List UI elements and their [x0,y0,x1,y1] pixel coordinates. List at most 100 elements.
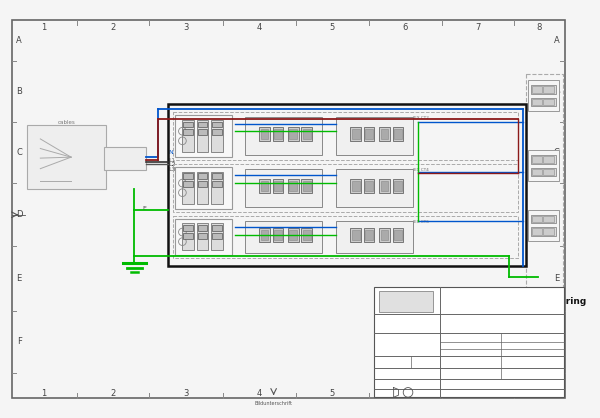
Bar [289,181,297,191]
Bar [175,167,232,209]
Bar [303,181,311,191]
Bar [184,122,193,127]
Bar [272,127,283,141]
Bar [544,86,554,93]
Bar [528,210,559,241]
Text: cables: cables [58,120,75,125]
Bar [211,171,223,204]
Bar [260,129,268,139]
Text: IEX CT2: IEX CT2 [182,206,198,210]
Bar [211,223,223,250]
Text: A: A [16,36,22,45]
Bar [182,223,194,250]
Bar [379,291,433,312]
Bar [301,179,312,193]
Bar [352,181,359,191]
Text: 7: 7 [475,389,481,398]
Bar [352,230,359,240]
Bar [245,169,322,207]
Bar [532,156,542,163]
Text: A: A [554,36,560,45]
Bar [211,120,223,152]
Bar [531,85,556,94]
Bar [544,216,554,222]
Bar [365,129,373,139]
Bar [303,230,311,240]
Text: 2: 2 [110,23,115,32]
Text: DATE  25-03-2022: DATE 25-03-2022 [470,390,526,395]
Bar [364,179,374,193]
Bar [198,225,208,231]
Bar [184,129,193,135]
Text: N: N [32,178,37,184]
Text: 3: 3 [183,23,188,32]
Bar [173,216,518,258]
Bar [544,99,554,105]
Text: 8: 8 [536,389,542,398]
Bar [350,228,361,242]
Bar [336,117,413,155]
Bar [212,181,222,187]
Bar [245,117,322,155]
Bar [380,129,388,139]
Text: 3 NO RUST: 3 NO RUST [377,345,401,349]
Bar [528,80,559,111]
Bar [175,219,232,255]
Text: L2: L2 [168,162,176,167]
Bar [288,228,299,242]
Bar [336,221,413,253]
Bar [198,233,208,239]
Bar [303,129,311,139]
Text: 1: 1 [41,389,47,398]
Text: IEX CT1: IEX CT1 [182,154,198,158]
Bar [212,173,222,179]
Bar [168,104,526,266]
Bar [364,228,374,242]
Bar [380,181,388,191]
Text: ─────────: ───────── [395,306,418,310]
Text: E: E [554,274,559,283]
Bar [259,127,270,141]
Bar [528,150,559,181]
Text: Bildunterschrift: Bildunterschrift [254,401,293,406]
Text: B: B [554,87,560,96]
Text: Bare end: Bare end [112,155,137,161]
Bar [380,230,388,240]
Bar [532,169,542,176]
Text: 7: 7 [475,23,481,32]
Text: IEX CT4: IEX CT4 [413,168,428,172]
Text: E: E [142,206,146,211]
Bar [394,230,402,240]
Bar [260,181,268,191]
Bar [350,127,361,141]
Bar [198,173,208,179]
Text: E: E [17,274,22,283]
Bar [27,125,106,189]
Bar [531,168,556,176]
Bar [184,181,193,187]
Bar [374,287,563,397]
Text: R0.5: R0.5 [413,359,425,364]
Bar [175,115,232,157]
Bar [184,173,193,179]
Text: TECHNICAL STANDARD: TECHNICAL STANDARD [377,335,427,339]
Bar [531,215,556,223]
Text: FILLET: FILLET [377,359,395,364]
Text: IEX CT3: IEX CT3 [182,252,198,256]
Text: C: C [16,148,22,157]
Bar [531,155,556,164]
Bar [173,164,518,212]
Text: 3: 3 [183,389,188,398]
Bar [336,169,413,207]
Text: ±0.5°: ±0.5° [413,371,429,376]
Bar [184,233,193,239]
Bar [182,120,194,152]
Bar [531,227,556,236]
Text: 1:111: 1:111 [377,341,390,344]
Bar [288,127,299,141]
Text: FIRST ANGLE: FIRST ANGLE [377,380,409,385]
Text: 2: 2 [110,389,115,398]
Text: 6: 6 [403,23,408,32]
Bar [392,179,403,193]
Text: IEX CT6: IEX CT6 [413,219,429,224]
